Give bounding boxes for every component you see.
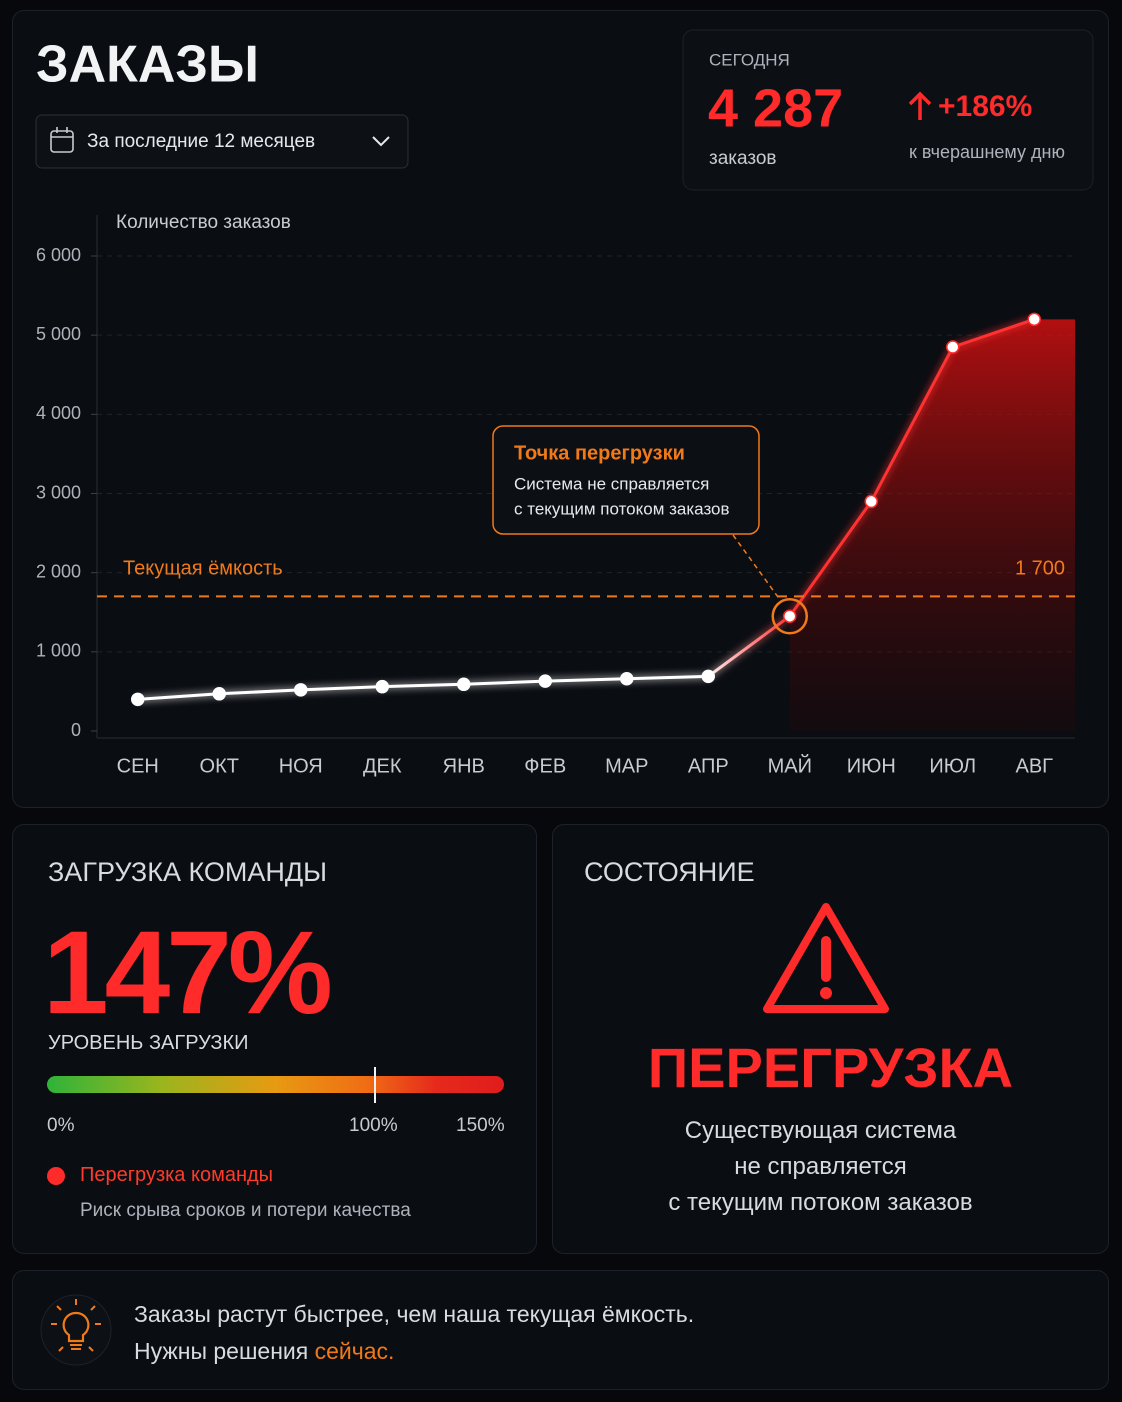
data-point <box>783 609 797 623</box>
footer-panel: Заказы растут быстрее, чем наша текущая … <box>12 1270 1109 1390</box>
data-point <box>457 677 471 692</box>
footer-line: Заказы растут быстрее, чем наша текущая … <box>134 1301 695 1327</box>
period-label: За последние 12 месяцев <box>87 131 315 152</box>
y-tick-label: 2 000 <box>36 561 81 581</box>
team-load-value: 147% <box>43 907 333 1039</box>
status-line: с текущим потоком заказов <box>668 1189 973 1216</box>
data-point <box>212 687 226 701</box>
today-value: 4 287 <box>708 78 843 138</box>
x-tick-label: ИЮН <box>847 755 896 777</box>
overload-area <box>789 319 1075 731</box>
data-point <box>701 669 715 684</box>
today-unit: заказов <box>709 148 777 169</box>
capacity-value-label: 1 700 <box>1015 558 1065 580</box>
today-change: +186% <box>938 90 1032 123</box>
warning-icon <box>763 903 889 1013</box>
data-point <box>1027 312 1041 327</box>
up-arrow <box>908 91 932 120</box>
x-tick-label: МАР <box>605 755 648 777</box>
y-tick-label: 6 000 <box>36 245 81 265</box>
today-change-label: к вчерашнему дню <box>909 142 1065 162</box>
x-tick-label: ИЮЛ <box>929 755 976 777</box>
x-tick-label: ФЕВ <box>524 755 566 777</box>
callout-connector <box>732 534 783 603</box>
gauge-scale-label: 150% <box>456 1115 505 1136</box>
callout-line: Система не справляется <box>514 474 709 493</box>
callout-title: Точка перегрузки <box>514 442 685 464</box>
callout-box <box>492 425 760 535</box>
load-gauge <box>47 1076 504 1093</box>
data-point <box>131 692 145 707</box>
status-line: Существующая система <box>684 1117 957 1144</box>
x-tick-label: ДЕК <box>363 755 402 777</box>
footer-highlight: сейчас. <box>314 1338 395 1364</box>
dropdown-chevron <box>372 136 390 147</box>
gauge-scale-label: 0% <box>47 1115 75 1136</box>
status-dot <box>47 1167 65 1185</box>
data-point <box>946 340 960 354</box>
calendar-icon <box>50 127 74 153</box>
data-point <box>864 494 878 509</box>
y-tick-label: 1 000 <box>36 641 81 661</box>
capacity-label: Текущая ёмкость <box>123 558 283 580</box>
lightbulb-icon <box>40 1294 112 1366</box>
x-tick-label: НОЯ <box>279 755 323 777</box>
x-tick-label: ОКТ <box>200 755 239 777</box>
status-title: СОСТОЯНИЕ <box>584 857 755 887</box>
status-state: ПЕРЕГРУЗКА <box>647 1036 1014 1099</box>
team-load-label: УРОВЕНЬ ЗАГРУЗКИ <box>48 1032 249 1054</box>
y-axis-label: Количество заказов <box>116 212 291 233</box>
footer-line: Нужны решения сейчас. <box>134 1338 394 1365</box>
gauge-scale-label: 100% <box>349 1115 398 1136</box>
y-tick-label: 4 000 <box>36 403 81 423</box>
x-tick-label: ЯНВ <box>443 755 485 777</box>
status-panel: СОСТОЯНИЕ ПЕРЕГРУЗКА Существующая систем… <box>552 824 1109 1254</box>
data-point <box>538 674 552 688</box>
data-point <box>375 679 389 694</box>
page-title: ЗАКАЗЫ <box>36 36 259 94</box>
y-tick-label: 5 000 <box>36 324 81 344</box>
callout-line: с текущим потоком заказов <box>514 499 730 518</box>
orders-line <box>137 317 1035 701</box>
chart: ЗАКАЗЫ За последние 12 месяцев СЕГОДНЯ 4… <box>35 29 1094 777</box>
team-load-title: ЗАГРУЗКА КОМАНДЫ <box>48 857 328 887</box>
period-select[interactable] <box>35 114 409 169</box>
team-note: Риск срыва сроков и потери качества <box>80 1200 411 1221</box>
gauge-marker <box>374 1067 376 1103</box>
overload-ring <box>771 597 808 635</box>
team-load-panel: ЗАГРУЗКА КОМАНДЫ 147% УРОВЕНЬ ЗАГРУЗКИ 0… <box>12 824 537 1254</box>
today-label: СЕГОДНЯ <box>709 50 790 69</box>
data-point <box>294 683 308 697</box>
x-tick-label: АВГ <box>1015 755 1053 777</box>
x-tick-label: СЕН <box>117 755 159 777</box>
y-tick-label: 3 000 <box>36 482 81 502</box>
status-line: не справляется <box>734 1153 907 1180</box>
today-card <box>682 29 1094 191</box>
footer-text: Нужны решения <box>134 1338 315 1364</box>
y-tick-label: 0 <box>71 720 81 740</box>
data-point <box>620 672 634 686</box>
x-tick-label: МАЙ <box>768 753 812 777</box>
team-status: Перегрузка команды <box>80 1164 274 1186</box>
x-tick-label: АПР <box>688 755 729 777</box>
